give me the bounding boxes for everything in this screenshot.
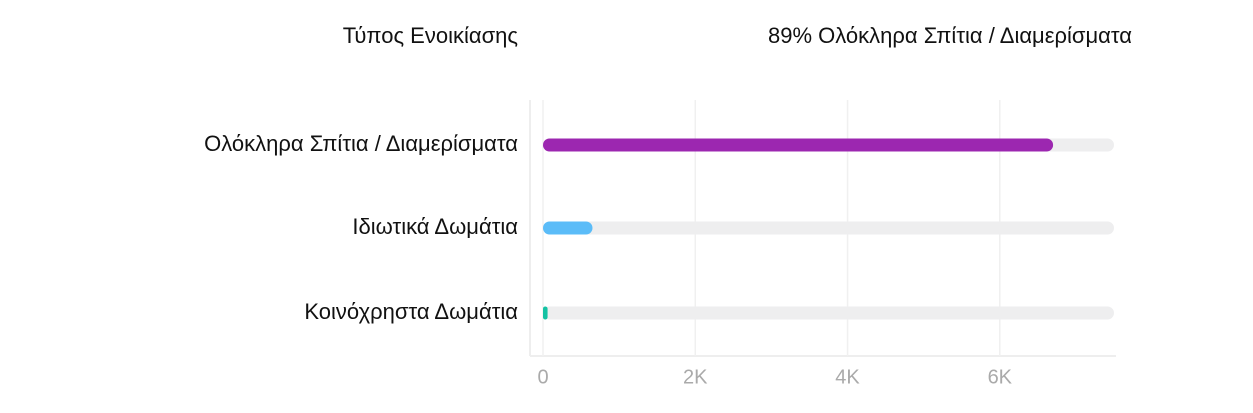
bar	[543, 221, 593, 235]
chart-subtitle: 89% Ολόκληρα Σπίτια / Διαμερίσματα	[768, 23, 1132, 48]
category-label: Κοινόχρηστα Δωμάτια	[304, 299, 518, 324]
bar-track	[543, 306, 1114, 320]
chart-title: Τύπος Ενοικίασης	[343, 23, 518, 48]
x-tick-label: 2K	[683, 366, 708, 388]
bar	[543, 306, 548, 320]
category-label: Ολόκληρα Σπίτια / Διαμερίσματα	[204, 131, 518, 156]
category-label: Ιδιωτικά Δωμάτια	[352, 214, 518, 239]
x-tick-label: 0	[537, 366, 548, 388]
bar	[543, 138, 1054, 152]
x-tick-label: 4K	[835, 366, 860, 388]
x-tick-label: 6K	[988, 366, 1013, 388]
bar-track	[543, 221, 1114, 235]
